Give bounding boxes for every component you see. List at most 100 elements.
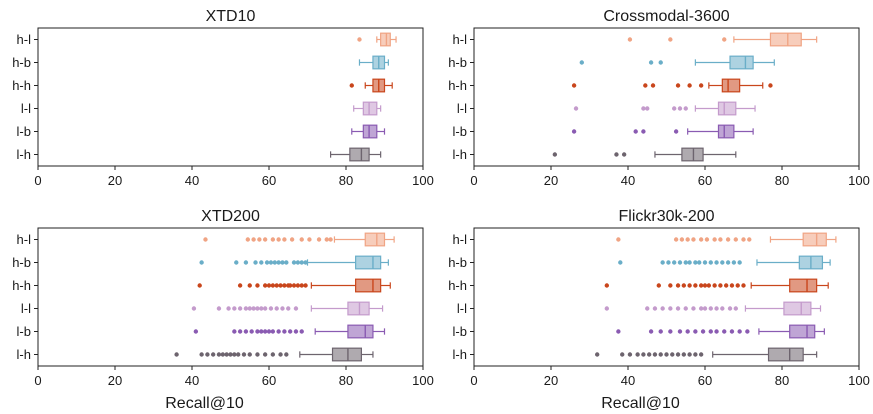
outlier-point: [641, 106, 646, 111]
box-iqr: [349, 147, 370, 162]
y-tick-label: h-l: [17, 232, 32, 247]
outlier-point: [672, 260, 677, 265]
outlier-point: [737, 329, 742, 334]
outlier-point: [259, 306, 264, 311]
outlier-point: [349, 83, 354, 88]
outlier-point: [668, 283, 673, 288]
outlier-point: [262, 352, 268, 357]
outlier-point: [552, 152, 558, 157]
outlier-point: [232, 329, 237, 334]
x-tick-label: 100: [848, 173, 870, 188]
panel-1: XTD10 0 20 40 60 80 100 h-l h-b h-h l-l l-b l-h: [12, 8, 434, 188]
outlier-point: [673, 129, 679, 134]
outlier-point: [660, 260, 665, 265]
x-tick-label: 60: [262, 373, 276, 388]
y-tick-label: l-b: [453, 124, 467, 139]
outlier-point: [627, 352, 633, 357]
outlier-point: [571, 83, 577, 88]
outlier-point: [650, 83, 656, 88]
y-tick-label: h-h: [448, 78, 467, 93]
outlier-point: [670, 352, 675, 357]
outlier-point: [646, 352, 652, 357]
box-iqr: [362, 101, 378, 116]
outlier-point: [675, 83, 681, 88]
box-l-b: [571, 124, 754, 139]
outlier-point: [205, 352, 210, 357]
outlier-point: [693, 283, 698, 288]
outlier-point: [723, 283, 729, 288]
outlier-point: [702, 283, 708, 288]
outlier-point: [648, 60, 654, 65]
outlier-point: [698, 352, 704, 357]
outlier-point: [677, 260, 683, 265]
outlier-point: [747, 237, 752, 242]
outlier-point: [255, 283, 260, 288]
box-h-b: [579, 55, 775, 70]
outlier-point: [247, 352, 252, 357]
panel-3: XTD200 0 20 40 60 80 100 h-l h-b h-h l-l l-b l-h Reca…: [12, 208, 434, 412]
outlier-point: [660, 306, 665, 311]
x-tick-label: 20: [544, 373, 558, 388]
outlier-point: [286, 306, 291, 311]
outlier-point: [303, 260, 308, 265]
outlier-point: [224, 352, 229, 357]
box-iqr: [717, 124, 735, 139]
outlier-point: [268, 260, 274, 265]
box-iqr: [681, 147, 704, 162]
outlier-point: [236, 352, 241, 357]
outlier-point: [722, 37, 727, 42]
box-iqr: [789, 324, 816, 339]
outlier-point: [693, 329, 698, 334]
outlier-point: [259, 329, 264, 334]
box-iqr: [362, 124, 378, 139]
outlier-point: [324, 237, 329, 242]
outlier-point: [633, 129, 638, 134]
outlier-point: [232, 352, 237, 357]
x-tick-label: 60: [698, 373, 712, 388]
outlier-point: [295, 260, 301, 265]
box-iqr: [347, 324, 374, 339]
outlier-point: [604, 306, 610, 311]
outlier-point: [658, 352, 663, 357]
outlier-point: [648, 329, 654, 334]
outlier-point: [243, 306, 249, 311]
outlier-point: [280, 306, 285, 311]
y-tick-label: l-b: [453, 324, 467, 339]
box-iqr: [789, 278, 818, 293]
box-iqr: [717, 101, 737, 116]
outlier-point: [247, 283, 252, 288]
x-tick-label: 80: [775, 373, 789, 388]
outlier-point: [232, 306, 237, 311]
outlier-point: [737, 260, 742, 265]
outlier-point: [226, 306, 231, 311]
outlier-point: [685, 237, 690, 242]
x-tick-label: 40: [621, 173, 635, 188]
outlier-point: [643, 83, 648, 88]
outlier-point: [656, 283, 661, 288]
outlier-point: [249, 329, 254, 334]
outlier-point: [270, 283, 276, 288]
outlier-point: [712, 283, 717, 288]
outlier-point: [259, 260, 264, 265]
outlier-point: [284, 260, 289, 265]
outlier-point: [725, 237, 731, 242]
box-l-l: [191, 301, 384, 316]
outlier-point: [616, 329, 621, 334]
outlier-point: [729, 283, 735, 288]
box-l-b: [193, 324, 386, 339]
y-tick-label: l-l: [21, 301, 31, 316]
outlier-point: [276, 329, 281, 334]
box-h-h: [571, 78, 773, 93]
outlier-point: [276, 260, 281, 265]
outlier-point: [668, 37, 673, 42]
y-tick-label: h-b: [448, 55, 467, 70]
outlier-point: [675, 283, 681, 288]
outlier-point: [683, 306, 688, 311]
outlier-point: [228, 352, 233, 357]
outlier-point: [216, 306, 222, 311]
outlier-point: [652, 352, 658, 357]
outlier-point: [264, 260, 270, 265]
outlier-point: [295, 283, 301, 288]
outlier-point: [199, 352, 204, 357]
